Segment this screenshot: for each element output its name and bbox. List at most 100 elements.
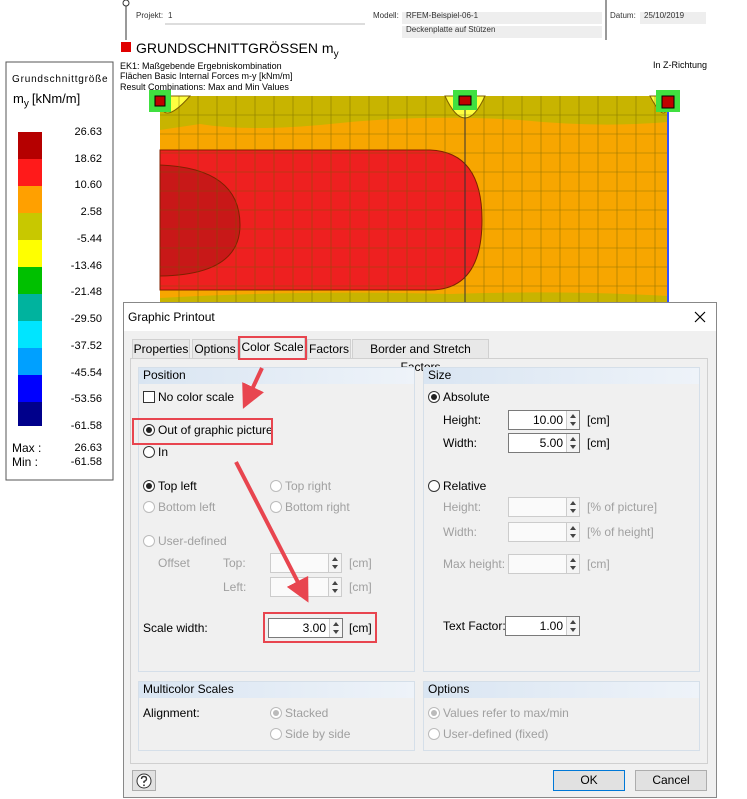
group-heading: Size xyxy=(428,368,452,382)
tab[interactable]: Properties xyxy=(132,339,190,358)
highlight-box xyxy=(238,336,307,360)
date-value: 25/10/2019 xyxy=(644,11,685,20)
field-label: [cm] xyxy=(349,580,372,594)
report-info: EK1: Maßgebende Ergebniskombination xyxy=(120,60,282,71)
field-label: Height: xyxy=(443,413,482,427)
model-value: RFEM-Beispiel-06-1 xyxy=(406,11,479,20)
radio-button[interactable] xyxy=(428,480,440,492)
legend-value: -61.58 xyxy=(70,420,102,433)
group-box xyxy=(423,681,700,751)
field-label: [cm] xyxy=(349,556,372,570)
field-label: [cm] xyxy=(587,557,610,571)
radio-label[interactable]: Absolute xyxy=(443,390,490,404)
checkbox[interactable] xyxy=(143,391,155,403)
cancel-button[interactable]: Cancel xyxy=(635,770,707,791)
spin-input[interactable]: 1.00 xyxy=(505,616,580,636)
radio-label: User-defined (fixed) xyxy=(443,727,549,741)
radio-button xyxy=(270,480,282,492)
help-button[interactable] xyxy=(132,770,156,791)
legend-value: 2.58 xyxy=(80,206,102,219)
highlight-box xyxy=(263,612,377,643)
radio-button[interactable] xyxy=(143,446,155,458)
field-label: Offset xyxy=(158,556,190,570)
legend-unit-part: m xyxy=(13,91,24,106)
radio-label: Top right xyxy=(285,479,332,493)
spinner xyxy=(328,578,341,596)
spinner xyxy=(566,523,579,541)
spinner xyxy=(566,555,579,573)
radio-label: Bottom right xyxy=(285,500,350,514)
radio-button xyxy=(143,501,155,513)
project-value: 1 xyxy=(168,11,173,20)
field-label: Top: xyxy=(223,556,246,570)
min-label: Min : xyxy=(12,455,39,469)
spinner[interactable] xyxy=(566,411,579,429)
dialog-title: Graphic Printout xyxy=(128,310,215,324)
report-info: Flächen Basic Internal Forces m-y [kNm/m… xyxy=(120,71,293,81)
field-label: [cm] xyxy=(587,413,610,427)
tab[interactable]: Color Scale xyxy=(240,337,305,359)
spinner[interactable] xyxy=(566,434,579,452)
field-label: [% of picture] xyxy=(587,500,658,514)
max-label: Max : xyxy=(12,441,42,455)
field-label: [cm] xyxy=(349,621,372,635)
radio-button[interactable] xyxy=(428,391,440,403)
title-subscript: y xyxy=(333,48,339,60)
radio-label: User-defined xyxy=(158,534,227,548)
legend-unit-part: [kNm/m] xyxy=(31,91,81,106)
legend-value: -13.46 xyxy=(70,259,102,272)
group-header xyxy=(424,368,699,384)
field-label: Max height: xyxy=(443,557,506,571)
checkbox-label[interactable]: No color scale xyxy=(158,390,235,404)
model-label: Modell: xyxy=(373,11,399,20)
radio-button[interactable] xyxy=(143,424,155,436)
radio-label[interactable]: In xyxy=(158,445,169,459)
spinner[interactable] xyxy=(566,617,579,635)
legend-title: Grundschnittgröße xyxy=(12,74,109,85)
direction-label: In Z-Richtung xyxy=(653,59,708,70)
field-label: [% of height] xyxy=(587,525,654,539)
spinner[interactable] xyxy=(329,619,342,637)
spinner xyxy=(328,554,341,572)
radio-label[interactable]: Top left xyxy=(158,479,197,493)
spin-input xyxy=(508,497,580,517)
field-label: Width: xyxy=(443,525,478,539)
tab[interactable]: Border and Stretch Factors xyxy=(352,339,489,374)
radio-label: Values refer to max/min xyxy=(443,706,569,720)
legend-value: -29.50 xyxy=(70,313,102,326)
min-value: -61.58 xyxy=(70,456,102,468)
group-heading: Position xyxy=(143,368,186,382)
radio-button xyxy=(270,707,282,719)
contour-plot xyxy=(149,90,680,306)
radio-label: Bottom left xyxy=(158,500,216,514)
radio-label[interactable]: Relative xyxy=(443,479,487,493)
legend-value: 26.63 xyxy=(74,126,102,138)
spin-input xyxy=(508,522,580,542)
spin-input xyxy=(270,577,342,597)
legend-unit-part: y xyxy=(23,98,29,110)
group-heading: Multicolor Scales xyxy=(143,682,234,696)
field-label: Height: xyxy=(443,500,482,514)
spin-input xyxy=(270,553,342,573)
spin-input[interactable]: 5.00 xyxy=(508,433,580,453)
close-button[interactable] xyxy=(694,311,706,323)
field-label: Text Factor: xyxy=(443,619,506,633)
ok-button[interactable]: OK xyxy=(553,770,625,791)
radio-label: Stacked xyxy=(285,706,329,720)
spin-input xyxy=(508,554,580,574)
radio-button xyxy=(143,535,155,547)
spin-input[interactable]: 3.00 xyxy=(268,618,343,638)
radio-button[interactable] xyxy=(143,480,155,492)
tab[interactable]: Options xyxy=(192,339,238,358)
radio-label[interactable]: Out of graphic picture xyxy=(158,423,273,437)
group-header xyxy=(424,682,699,698)
group-header xyxy=(139,368,414,384)
report-info: Result Combinations: Max and Min Values xyxy=(120,81,289,92)
group-header xyxy=(139,682,414,698)
spinner xyxy=(566,498,579,516)
radio-button xyxy=(428,728,440,740)
tab[interactable]: Factors xyxy=(307,339,351,358)
spin-input[interactable]: 10.00 xyxy=(508,410,580,430)
